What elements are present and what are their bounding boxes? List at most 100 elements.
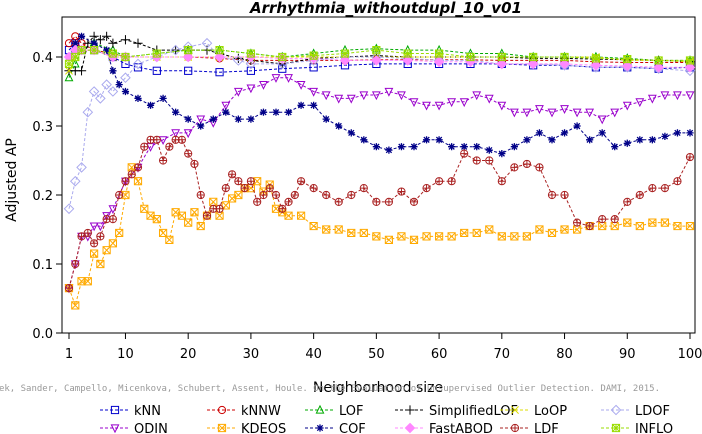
- data-point-odin: [673, 91, 682, 101]
- data-point-ldf: [227, 170, 237, 179]
- data-point-cof: [146, 101, 155, 109]
- legend-label-odin: ODIN: [134, 422, 168, 434]
- data-point-cof: [347, 129, 355, 137]
- data-point-ldf: [108, 215, 118, 224]
- data-point-fastabod: [621, 60, 633, 72]
- data-point-inflo: [529, 52, 538, 62]
- data-point-odin: [484, 94, 494, 104]
- x-tick-label: 40: [305, 347, 322, 362]
- data-point-kdeos: [522, 232, 532, 241]
- data-point-ldof: [63, 203, 75, 215]
- data-point-ldf: [611, 215, 619, 223]
- data-point-ldf: [234, 177, 243, 186]
- data-point-ldf: [535, 163, 544, 172]
- x-tick-label: 10: [117, 347, 134, 362]
- data-point-kdeos: [184, 218, 193, 227]
- legend-label-knn: kNN: [134, 404, 161, 419]
- data-point-ldf: [140, 143, 148, 151]
- legend-label-cof: COF: [339, 422, 366, 434]
- data-point-odin: [472, 91, 482, 101]
- data-point-ldf: [197, 191, 205, 199]
- data-point-ldf: [165, 142, 174, 151]
- data-point-ldf: [71, 259, 80, 269]
- data-point-kdeos: [359, 228, 368, 238]
- data-point-simplifiedlof: [76, 66, 87, 76]
- data-point-ldf: [510, 163, 519, 172]
- legend-item-cof: COF: [305, 422, 366, 434]
- data-point-kdeos: [347, 228, 356, 238]
- data-point-simplifiedlof: [95, 35, 105, 45]
- data-point-ldf: [473, 156, 481, 165]
- data-point-cof: [335, 122, 343, 130]
- legend-item-knnw: kNNW: [207, 404, 281, 419]
- data-point-odin: [346, 94, 356, 104]
- data-point-simplifiedlof: [102, 31, 112, 41]
- data-point-ldf: [460, 149, 469, 158]
- data-point-cof: [90, 39, 98, 47]
- data-point-odin: [158, 136, 168, 146]
- data-point-ldof: [120, 72, 131, 84]
- data-point-ldf: [278, 204, 287, 213]
- data-point-odin: [359, 91, 369, 101]
- data-point-ldof: [69, 175, 81, 187]
- chart-title: Arrhythmia_withoutdupl_10_v01: [249, 0, 522, 17]
- data-point-kdeos: [284, 211, 293, 220]
- data-point-cof: [284, 108, 293, 116]
- data-point-inflo: [403, 49, 412, 58]
- data-point-ldf: [309, 184, 318, 193]
- legend: kNN kNNW LOF SimplifiedLOF LoOP LDOF ODIN KDEOS…: [100, 404, 673, 434]
- data-point-ldf: [253, 197, 262, 206]
- data-point-cof: [109, 67, 117, 75]
- data-point-kdeos: [322, 225, 331, 234]
- data-point-ldf: [71, 260, 79, 268]
- data-point-cof: [435, 136, 443, 144]
- data-point-ldf: [448, 177, 456, 185]
- data-point-kdeos: [472, 228, 481, 238]
- data-point-ldf: [133, 163, 143, 172]
- legend-label-loop: LoOP: [534, 404, 567, 419]
- data-point-ldf: [485, 156, 493, 165]
- data-point-ldf: [247, 177, 255, 185]
- data-point-inflo: [64, 59, 74, 68]
- legend-marker-knnw: [217, 405, 227, 415]
- legend-label-inflo: INFLO: [635, 422, 673, 434]
- data-point-knn: [215, 68, 224, 77]
- data-point-ldof: [170, 44, 181, 56]
- data-point-simplifiedlof: [108, 38, 118, 48]
- legend-label-ldf: LDF: [534, 422, 559, 434]
- data-point-kdeos: [334, 225, 343, 234]
- data-point-cof: [159, 94, 167, 102]
- data-point-odin: [108, 205, 118, 215]
- data-point-ldf: [648, 184, 657, 193]
- data-point-cof: [322, 115, 330, 123]
- legend-label-fastabod: FastABOD: [429, 422, 493, 434]
- data-point-cof: [121, 87, 130, 96]
- data-point-kdeos: [384, 235, 394, 244]
- data-point-cof: [272, 108, 280, 116]
- data-point-fastabod: [433, 56, 445, 68]
- data-point-ldf: [548, 191, 556, 199]
- data-point-ldf: [65, 284, 73, 292]
- data-point-cof: [184, 115, 192, 123]
- data-point-knn: [246, 66, 256, 75]
- data-point-kdeos: [535, 225, 544, 234]
- data-point-kdeos: [190, 208, 199, 217]
- x-tick-label: 80: [556, 347, 573, 362]
- data-point-ldf: [77, 232, 86, 240]
- data-point-odin: [196, 115, 206, 125]
- data-point-ldf: [77, 232, 86, 241]
- data-point-ldf: [422, 184, 431, 192]
- data-point-inflo: [497, 52, 506, 62]
- data-point-kdeos: [547, 228, 557, 238]
- data-point-fastabod: [371, 55, 382, 66]
- legend-item-lof: LOF: [305, 404, 364, 419]
- data-point-kdeos: [215, 211, 224, 220]
- data-point-odin: [685, 91, 695, 101]
- x-tick-label: 60: [431, 347, 448, 362]
- data-point-ldf: [535, 163, 544, 171]
- data-point-odin: [560, 105, 569, 114]
- data-point-odin: [321, 91, 331, 101]
- data-point-odin: [296, 81, 306, 90]
- data-point-cof: [661, 132, 669, 140]
- data-point-ldf: [598, 215, 607, 224]
